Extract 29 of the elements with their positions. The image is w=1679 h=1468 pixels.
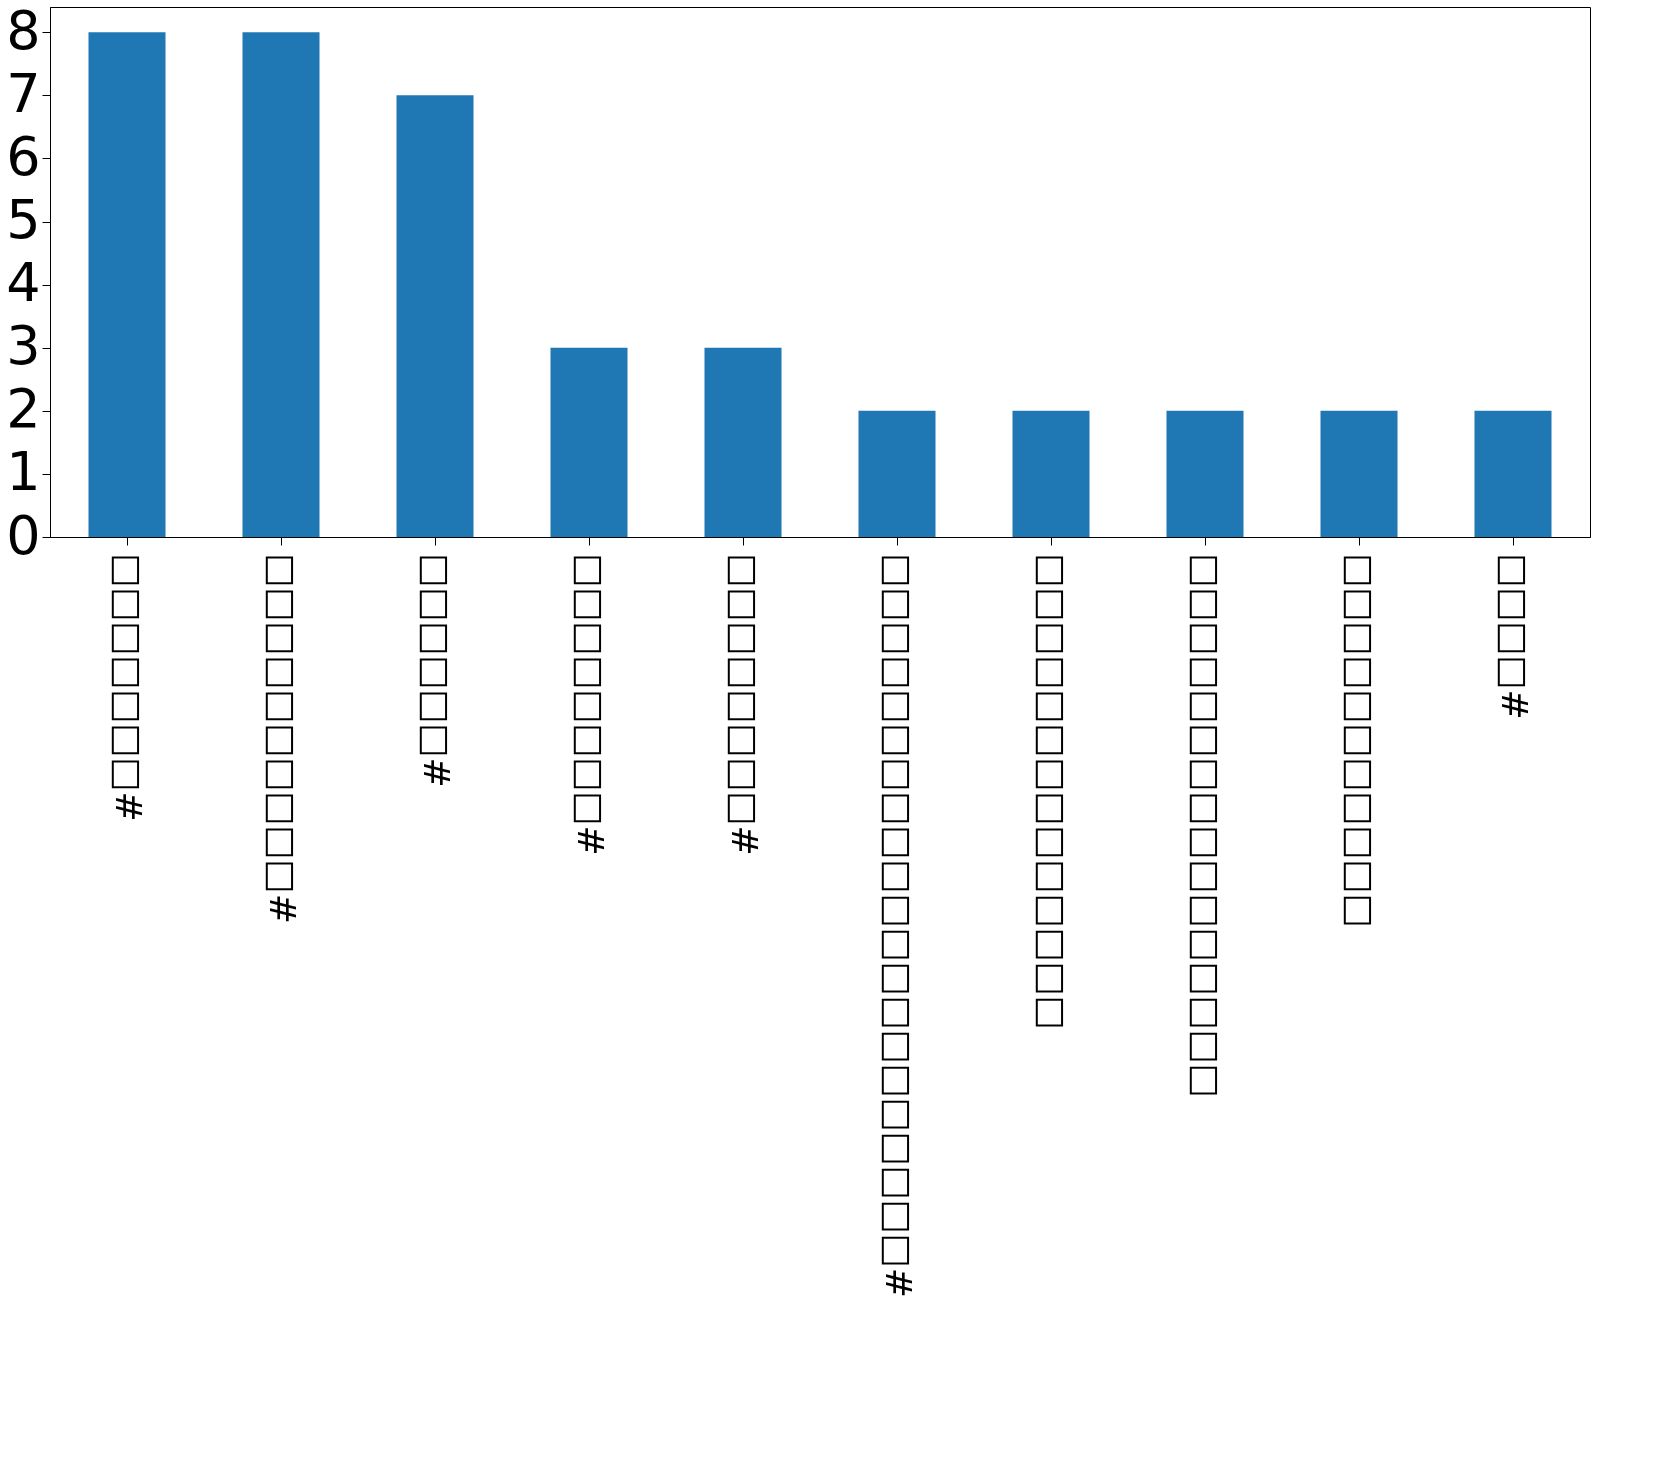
bar [1320, 410, 1398, 537]
y-tick-label: 5 [6, 188, 41, 252]
x-tick-label: □□□□# [1494, 553, 1535, 720]
bar [242, 32, 320, 537]
y-tick-label: 3 [6, 314, 41, 378]
bar [704, 347, 782, 537]
bar [1012, 410, 1090, 537]
x-tick-label: □□□□□□□□□□□□□□ [1032, 553, 1073, 1030]
bar [1474, 410, 1552, 537]
y-tick-label: 6 [6, 124, 41, 188]
bar [88, 32, 166, 537]
x-tick-label: □□□□□□□□# [570, 553, 611, 856]
y-tick-label: 1 [6, 440, 41, 504]
y-tick-label: 0 [6, 503, 41, 567]
x-tick-label: □□□□□□□□□□□□□□□□ [1186, 553, 1227, 1098]
bar [550, 347, 628, 537]
x-tick-label: □□□□□□□□# [724, 553, 765, 856]
bar [1166, 410, 1244, 537]
y-tick-label: 2 [6, 377, 41, 441]
bar [396, 95, 474, 537]
y-tick-label: 4 [6, 251, 41, 315]
x-tick-label: □□□□□□□□□□□ [1340, 553, 1381, 928]
x-tick-label: □□□□□□□□□□□□□□□□□□□□□# [878, 553, 919, 1298]
x-tick-label: □□□□□□□# [108, 553, 149, 822]
x-tick-label: □□□□□□# [416, 553, 457, 788]
y-tick-label: 7 [6, 61, 41, 125]
bar [858, 410, 936, 537]
y-tick-label: 8 [6, 0, 41, 62]
x-tick-label: □□□□□□□□□□# [262, 553, 303, 924]
